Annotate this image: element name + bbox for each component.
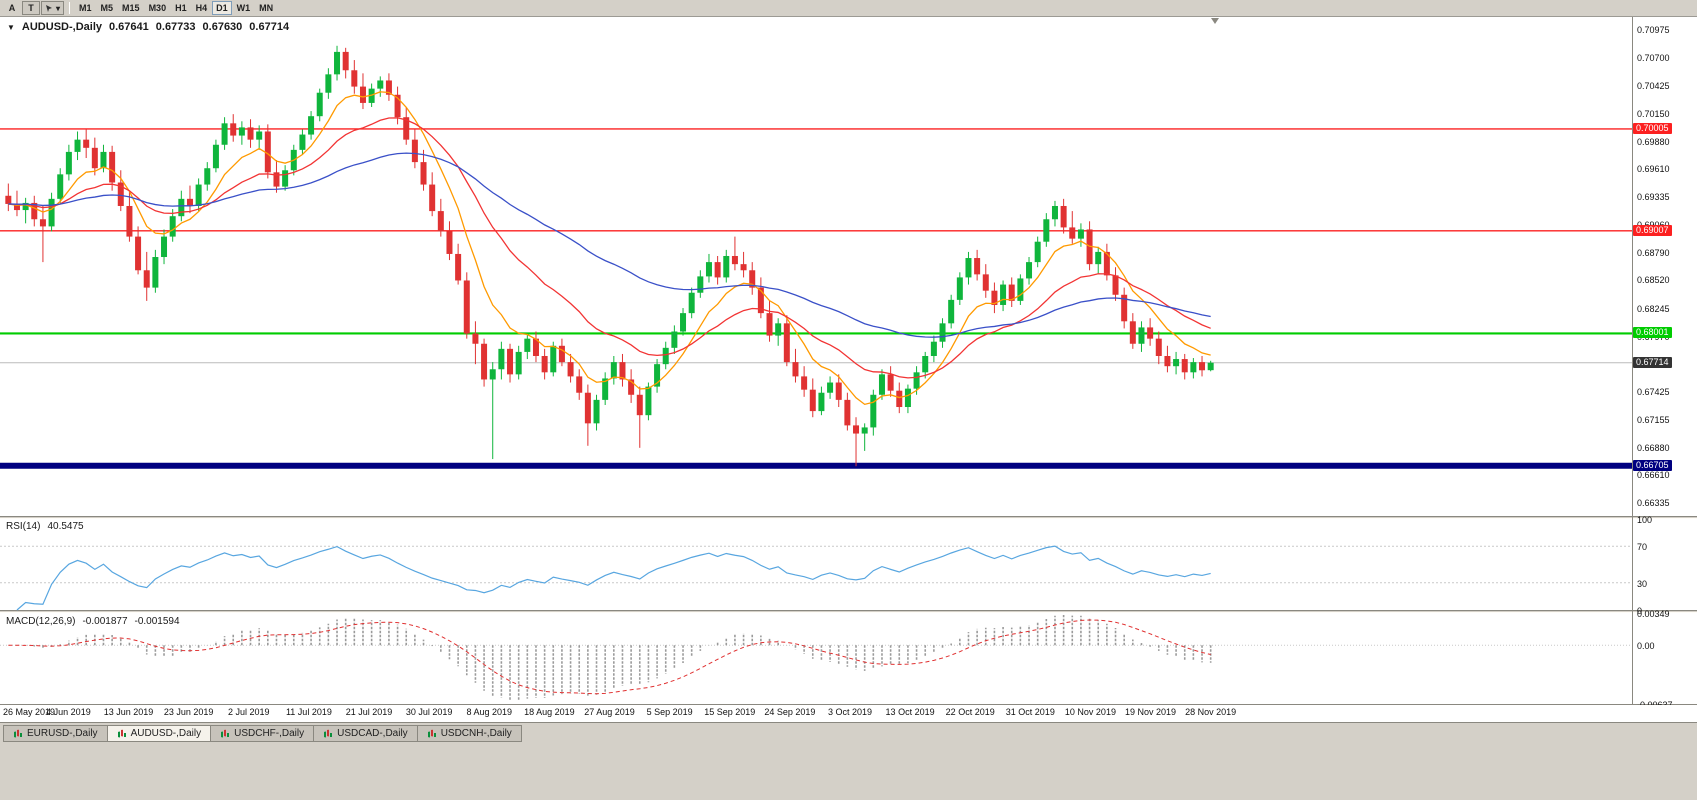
macd-name: MACD(12,26,9) — [6, 616, 76, 627]
date-label: 11 Jul 2019 — [285, 707, 332, 717]
chart-tab-icon — [324, 729, 333, 738]
symbol-marker-icon: ▼ — [7, 22, 15, 32]
date-label: 13 Oct 2019 — [885, 707, 935, 717]
quote-high: 0.67733 — [155, 21, 196, 33]
level-lines-layer — [0, 128, 1632, 469]
date-label: 21 Jul 2019 — [345, 707, 393, 717]
font-tool-button[interactable]: A — [8, 3, 16, 13]
timeframe-m15-button[interactable]: M15 — [122, 3, 140, 13]
timeframe-h4-button[interactable]: H4 — [195, 3, 208, 13]
chart-tab-usdchf[interactable]: USDCHF-,Daily — [210, 725, 315, 742]
date-label: 31 Oct 2019 — [1005, 707, 1055, 717]
chart-shift-marker[interactable] — [1211, 18, 1219, 24]
panel-separator[interactable] — [0, 516, 1697, 519]
date-label: 15 Sep 2019 — [704, 707, 756, 717]
chevron-down-icon: ▾ — [56, 3, 61, 13]
candles-layer — [5, 45, 1214, 467]
chart-tab-icon — [221, 729, 230, 738]
chart-region: 0.70975 0.70700 0.70425 0.70150 0.69880 0.696… — [0, 17, 1697, 800]
date-label: 8 Aug 2019 — [466, 707, 513, 717]
toolbar-separator — [69, 2, 71, 14]
date-label: 13 Jun 2019 — [103, 707, 154, 717]
chart-tab-label: EURUSD-,Daily — [27, 728, 98, 739]
chart-tab-audusd[interactable]: AUDUSD-,Daily — [106, 725, 212, 742]
shapes-icon — [46, 4, 52, 12]
date-label: 4 Jun 2019 — [46, 707, 91, 717]
chart-title: ▼ AUDUSD-,Daily 0.67641 0.67733 0.67630 … — [7, 21, 289, 33]
chart-tab-label: USDCHF-,Daily — [234, 728, 305, 739]
quote-close: 0.67714 — [249, 21, 290, 33]
text-tool-button[interactable]: T — [22, 1, 40, 15]
date-label: 5 Sep 2019 — [646, 707, 693, 717]
date-label: 19 Nov 2019 — [1125, 707, 1177, 717]
chart-tab-label: AUDUSD-,Daily — [130, 728, 202, 739]
timeframe-d1-button[interactable]: D1 — [212, 1, 232, 15]
ma-line-slow — [8, 152, 1211, 338]
macd-signal-value: -0.001594 — [134, 616, 180, 627]
date-label: 23 Jun 2019 — [163, 707, 214, 717]
chart-canvas[interactable] — [0, 17, 1697, 706]
chart-tab-icon — [14, 729, 22, 738]
macd-signal-line — [8, 619, 1211, 695]
macd-histogram — [16, 614, 1212, 701]
date-axis[interactable]: 26 May 2019 4 Jun 2019 13 Jun 2019 23 Jun 2… — [0, 705, 1697, 722]
panel-separator[interactable] — [0, 610, 1697, 613]
date-label: 27 Aug 2019 — [584, 707, 635, 717]
macd-indicator-label: MACD(12,26,9) -0.001877 -0.001594 — [6, 616, 180, 627]
timeframe-h1-button[interactable]: H1 — [175, 3, 187, 13]
timeframe-m1-button[interactable]: M1 — [79, 3, 92, 13]
rsi-indicator-label: RSI(14) 40.5475 — [6, 521, 84, 532]
chart-tab-usdcnh[interactable]: USDCNH-,Daily — [416, 725, 522, 742]
date-label: 3 Oct 2019 — [827, 707, 872, 717]
timeframe-w1-button[interactable]: W1 — [236, 3, 251, 13]
date-label: 26 May 2019 — [3, 707, 56, 717]
ma-line-fast — [8, 91, 1211, 406]
rsi-line — [16, 545, 1211, 611]
toolbar: A T ▾ M1 M5 M15 M30 H1 H4 D1 W1 MN — [0, 0, 1697, 17]
chart-tabs-bar: EURUSD-,Daily AUDUSD-,Daily USDCHF-,Daily U… — [0, 722, 1697, 800]
date-label: 10 Nov 2019 — [1064, 707, 1116, 717]
chart-tab-label: USDCAD-,Daily — [337, 728, 408, 739]
date-label: 18 Aug 2019 — [524, 707, 575, 717]
rsi-name: RSI(14) — [6, 521, 41, 532]
timeframe-mn-button[interactable]: MN — [259, 3, 274, 13]
timeframe-m5-button[interactable]: M5 — [100, 3, 114, 13]
quote-open: 0.67641 — [109, 21, 149, 33]
timeframe-m30-button[interactable]: M30 — [148, 3, 167, 13]
chart-tab-label: USDCNH-,Daily — [440, 728, 512, 739]
macd-main-value: -0.001877 — [82, 616, 128, 627]
date-label: 2 Jul 2019 — [228, 707, 270, 717]
rsi-value: 40.5475 — [47, 521, 84, 532]
chart-tab-eurusd[interactable]: EURUSD-,Daily — [3, 725, 108, 742]
chart-tab-usdcad[interactable]: USDCAD-,Daily — [313, 725, 418, 742]
symbol-title: AUDUSD-,Daily — [21, 21, 102, 33]
quote-low: 0.67630 — [202, 21, 243, 33]
date-label: 24 Sep 2019 — [764, 707, 816, 717]
date-label: 28 Nov 2019 — [1185, 707, 1237, 717]
objects-dropdown-button[interactable]: ▾ — [41, 1, 65, 15]
chart-tab-icon — [117, 729, 126, 738]
chart-tab-icon — [427, 729, 436, 738]
ma-line-medium — [8, 117, 1211, 379]
date-label: 30 Jul 2019 — [405, 707, 453, 717]
date-label: 22 Oct 2019 — [945, 707, 995, 717]
